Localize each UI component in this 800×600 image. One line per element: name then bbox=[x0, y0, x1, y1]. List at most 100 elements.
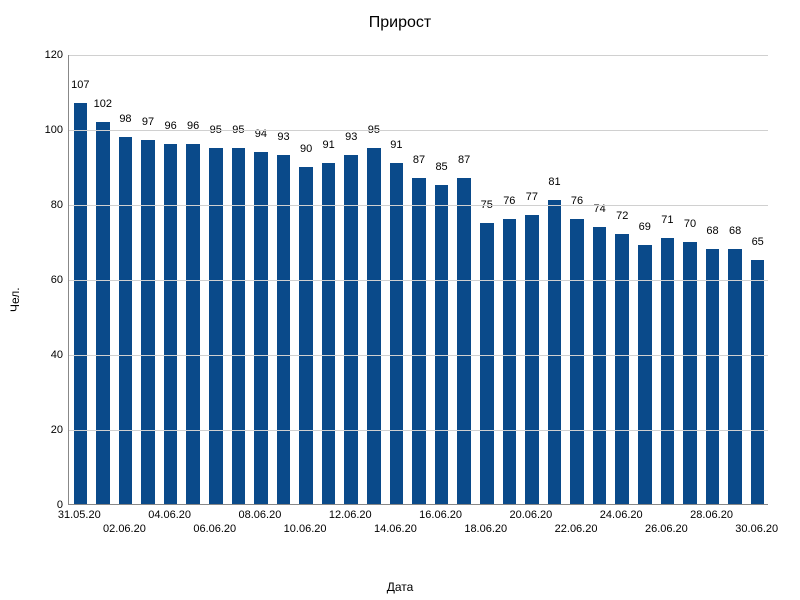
x-tick-label: 30.06.20 bbox=[735, 523, 778, 535]
bar bbox=[435, 185, 449, 504]
bar-value-label: 75 bbox=[481, 199, 493, 211]
bar-value-label: 87 bbox=[413, 154, 425, 166]
bar-value-label: 65 bbox=[752, 236, 764, 248]
bar bbox=[299, 167, 313, 505]
y-tick-label: 80 bbox=[51, 199, 63, 211]
bar-value-label: 107 bbox=[71, 79, 89, 91]
bar-slot: 95 bbox=[204, 55, 227, 504]
y-axis-label: Чел. bbox=[8, 0, 22, 600]
bar-slot: 107 bbox=[69, 55, 92, 504]
x-tick-labels: 31.05.2002.06.2004.06.2006.06.2008.06.20… bbox=[68, 509, 768, 541]
bar-value-label: 74 bbox=[594, 203, 606, 215]
bar-value-label: 71 bbox=[661, 214, 673, 226]
bar bbox=[593, 227, 607, 505]
bar bbox=[457, 178, 471, 504]
bar-value-label: 91 bbox=[323, 139, 335, 151]
x-tick-label: 14.06.20 bbox=[374, 523, 417, 535]
x-tick-label: 31.05.20 bbox=[58, 509, 101, 521]
bar-slot: 96 bbox=[182, 55, 205, 504]
bar-value-label: 91 bbox=[390, 139, 402, 151]
bar bbox=[615, 234, 629, 504]
bar-value-label: 96 bbox=[164, 120, 176, 132]
bar-slot: 98 bbox=[114, 55, 137, 504]
bar-slot: 70 bbox=[679, 55, 702, 504]
bar bbox=[254, 152, 268, 505]
x-tick-label: 12.06.20 bbox=[329, 509, 372, 521]
y-tick-label: 20 bbox=[51, 424, 63, 436]
bar-slot: 76 bbox=[566, 55, 589, 504]
y-tick-label: 60 bbox=[51, 274, 63, 286]
x-tick-label: 18.06.20 bbox=[464, 523, 507, 535]
bar-slot: 93 bbox=[340, 55, 363, 504]
bar bbox=[322, 163, 336, 504]
bar-value-label: 96 bbox=[187, 120, 199, 132]
bars-layer: 1071029897969695959493909193959187858775… bbox=[69, 55, 768, 504]
x-tick-label: 02.06.20 bbox=[103, 523, 146, 535]
bar bbox=[683, 242, 697, 505]
bar-slot: 97 bbox=[137, 55, 160, 504]
bar-slot: 95 bbox=[227, 55, 250, 504]
bar-value-label: 98 bbox=[119, 113, 131, 125]
bar bbox=[344, 155, 358, 504]
bar-slot: 72 bbox=[611, 55, 634, 504]
bar-value-label: 93 bbox=[345, 131, 357, 143]
x-tick-label: 08.06.20 bbox=[239, 509, 282, 521]
bar-slot: 76 bbox=[498, 55, 521, 504]
bar bbox=[209, 148, 223, 504]
bar bbox=[548, 200, 562, 504]
bar bbox=[751, 260, 765, 504]
bar bbox=[706, 249, 720, 504]
bar bbox=[74, 103, 88, 504]
bar-value-label: 77 bbox=[526, 191, 538, 203]
bar bbox=[525, 215, 539, 504]
bar-value-label: 70 bbox=[684, 218, 696, 230]
bar bbox=[728, 249, 742, 504]
x-axis-label: Дата bbox=[0, 580, 800, 594]
bar bbox=[367, 148, 381, 504]
bar-value-label: 95 bbox=[232, 124, 244, 136]
bar-slot: 69 bbox=[634, 55, 657, 504]
bar-value-label: 72 bbox=[616, 210, 628, 222]
bar-slot: 91 bbox=[385, 55, 408, 504]
y-tick-label: 40 bbox=[51, 349, 63, 361]
bar-value-label: 68 bbox=[729, 225, 741, 237]
y-tick-label: 120 bbox=[45, 49, 63, 61]
x-tick-label: 28.06.20 bbox=[690, 509, 733, 521]
plot-area: 1071029897969695959493909193959187858775… bbox=[68, 55, 768, 505]
bar-value-label: 93 bbox=[277, 131, 289, 143]
bar bbox=[480, 223, 494, 504]
bar-value-label: 68 bbox=[706, 225, 718, 237]
bar bbox=[570, 219, 584, 504]
bar-value-label: 97 bbox=[142, 116, 154, 128]
chart-container: Прирост Чел. Дата 1071029897969695959493… bbox=[0, 0, 800, 600]
bar-value-label: 87 bbox=[458, 154, 470, 166]
bar bbox=[503, 219, 517, 504]
bar-slot: 90 bbox=[295, 55, 318, 504]
bar-value-label: 81 bbox=[548, 176, 560, 188]
x-tick-label: 04.06.20 bbox=[148, 509, 191, 521]
bar-slot: 94 bbox=[250, 55, 273, 504]
bar-slot: 96 bbox=[159, 55, 182, 504]
bar bbox=[390, 163, 404, 504]
bar-slot: 81 bbox=[543, 55, 566, 504]
bar-slot: 95 bbox=[363, 55, 386, 504]
bar-value-label: 85 bbox=[435, 161, 447, 173]
bar-slot: 71 bbox=[656, 55, 679, 504]
x-tick-label: 20.06.20 bbox=[509, 509, 552, 521]
bar-slot: 87 bbox=[453, 55, 476, 504]
y-tick-label: 100 bbox=[45, 124, 63, 136]
x-tick-label: 22.06.20 bbox=[555, 523, 598, 535]
bar-slot: 85 bbox=[430, 55, 453, 504]
bar-slot: 75 bbox=[475, 55, 498, 504]
bar bbox=[638, 245, 652, 504]
x-tick-label: 10.06.20 bbox=[284, 523, 327, 535]
bar bbox=[186, 144, 200, 504]
bar bbox=[232, 148, 246, 504]
chart-title: Прирост bbox=[0, 14, 800, 32]
bar bbox=[119, 137, 133, 505]
bar-slot: 91 bbox=[317, 55, 340, 504]
bar-slot: 77 bbox=[521, 55, 544, 504]
bar-slot: 102 bbox=[92, 55, 115, 504]
bar-slot: 68 bbox=[701, 55, 724, 504]
bar bbox=[164, 144, 178, 504]
